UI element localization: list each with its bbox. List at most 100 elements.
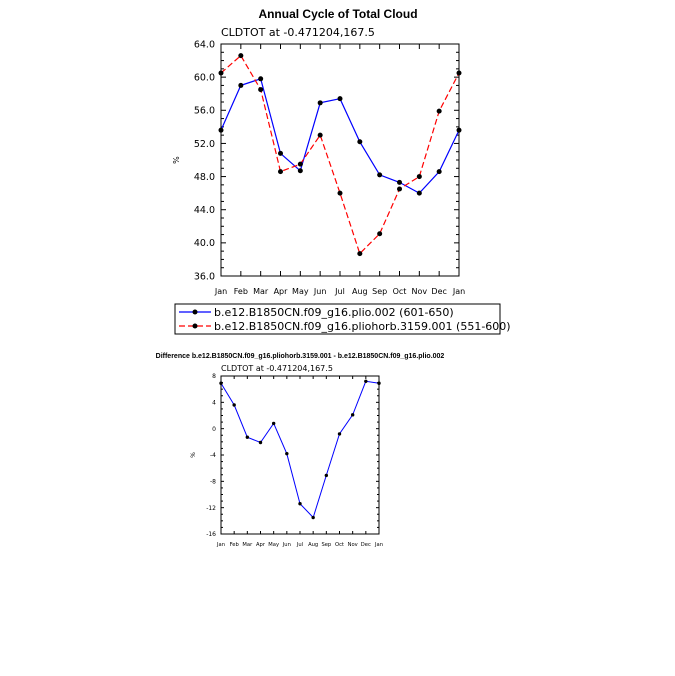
- legend-box: [174, 303, 501, 335]
- series-1-point: [397, 179, 402, 185]
- x-tick-label: Jun: [313, 287, 327, 296]
- x-tick-label: Jan: [452, 287, 465, 296]
- series-1-point: [377, 172, 383, 178]
- y-tick-label: 40.0: [194, 238, 215, 249]
- y-tick-label: 56.0: [194, 106, 215, 117]
- series-1-point: [350, 413, 355, 417]
- series-2-point: [377, 231, 383, 237]
- y-tick-label: 4: [212, 399, 216, 406]
- series-1-point: [416, 190, 422, 196]
- y-axis-label: %: [172, 156, 181, 164]
- series-1-point: [364, 379, 368, 383]
- x-tick-label: Oct: [393, 287, 407, 296]
- y-tick-label: -8: [210, 478, 216, 485]
- series-2-point: [456, 70, 462, 76]
- series-1-point: [337, 96, 343, 102]
- x-tick-label: Jul: [296, 542, 303, 548]
- x-tick-label: Jun: [282, 542, 291, 548]
- x-tick-label: Jan: [214, 287, 227, 296]
- series-1-point: [278, 150, 283, 156]
- series-1-point: [218, 127, 224, 133]
- x-tick-label: Apr: [256, 542, 266, 548]
- y-tick-label: 60.0: [194, 72, 215, 83]
- x-tick-label: Mar: [242, 542, 253, 548]
- series-line-1: [220, 78, 460, 194]
- series-1-point: [357, 139, 363, 145]
- y-tick-label: 52.0: [194, 139, 215, 150]
- series-2-point: [238, 53, 244, 59]
- plot-frame: [220, 43, 460, 277]
- series-1-point: [311, 515, 315, 520]
- chart-title: Annual Cycle of Total Cloud: [258, 7, 417, 21]
- series-line-2: [220, 54, 460, 255]
- y-tick-label: 0: [212, 426, 216, 433]
- x-tick-label: Nov: [412, 287, 428, 296]
- series-1-point: [238, 82, 244, 88]
- chart-subtitle: CLDTOT at -0.471204,167.5: [221, 364, 333, 373]
- chart-subtitle: CLDTOT at -0.471204,167.5: [221, 26, 375, 39]
- series-line-1: [220, 380, 380, 519]
- y-tick-label: 64.0: [194, 39, 215, 50]
- series-1-point: [258, 440, 263, 445]
- x-tick-label: Aug: [308, 542, 318, 548]
- y-axis-label: %: [190, 452, 197, 458]
- x-tick-label: May: [292, 287, 309, 296]
- series-1-point: [297, 168, 303, 174]
- series-1-point: [258, 76, 264, 82]
- series-1-point: [317, 100, 323, 106]
- series-2-point: [317, 132, 323, 138]
- legend: b.e12.B1850CN.f09_g16.plio.002 (601-650)…: [174, 303, 511, 335]
- x-tick-label: Mar: [253, 287, 269, 296]
- chart-title: Difference b.e12.B1850CN.f09_g16.pliohor…: [156, 353, 445, 360]
- x-tick-label: Dec: [361, 542, 371, 548]
- series-1-point: [377, 381, 381, 385]
- x-tick-label: May: [268, 542, 279, 548]
- y-tick-label: -4: [210, 452, 216, 459]
- x-tick-label: Feb: [234, 287, 248, 296]
- plot-frame: [220, 375, 380, 535]
- series-1-point: [324, 473, 329, 478]
- series-2-point: [218, 70, 224, 76]
- x-tick-label: Jan: [216, 542, 225, 548]
- y-tick-label: -12: [206, 505, 216, 512]
- series-1-point: [337, 432, 342, 436]
- series-2-point: [357, 251, 363, 257]
- series-1-point: [298, 502, 302, 506]
- series-2-point: [337, 190, 343, 196]
- x-tick-label: Aug: [352, 287, 368, 296]
- x-tick-label: Oct: [335, 542, 344, 548]
- y-tick-label: 48.0: [194, 172, 215, 183]
- y-tick-label: -16: [206, 531, 216, 538]
- series-1-point: [232, 403, 236, 407]
- series-1-point: [436, 169, 442, 175]
- x-tick-label: Dec: [431, 287, 446, 296]
- y-tick-label: 44.0: [194, 205, 215, 216]
- x-tick-label: Jan: [374, 542, 383, 548]
- x-tick-label: Sep: [372, 287, 387, 296]
- series-2-point: [416, 174, 422, 180]
- series-2-point: [258, 87, 264, 93]
- y-tick-label: 8: [212, 373, 216, 380]
- series-2-point: [436, 108, 442, 114]
- x-tick-label: Jul: [334, 287, 345, 296]
- series-1-point: [219, 381, 223, 385]
- series-2-point: [297, 161, 303, 167]
- x-tick-label: Feb: [230, 542, 240, 548]
- series-2-point: [397, 186, 402, 192]
- chart-2: Difference b.e12.B1850CN.f09_g16.pliohor…: [156, 353, 445, 548]
- legend-marker-2: [192, 323, 198, 329]
- chart-1: Annual Cycle of Total Cloud CLDTOT at -0.…: [172, 7, 511, 335]
- series-1-point: [245, 435, 250, 439]
- legend-label-1: b.e12.B1850CN.f09_g16.plio.002 (601-650): [214, 306, 454, 319]
- x-tick-label: Nov: [348, 542, 358, 548]
- series-1-point: [456, 127, 462, 133]
- legend-label-2: b.e12.B1850CN.f09_g16.pliohorb.3159.001 …: [214, 320, 511, 333]
- x-tick-label: Apr: [274, 287, 289, 296]
- series-2-point: [278, 169, 283, 175]
- x-tick-label: Sep: [321, 542, 331, 548]
- y-tick-label: 36.0: [194, 271, 215, 282]
- series-1-point: [271, 421, 276, 426]
- legend-marker-1: [192, 309, 198, 315]
